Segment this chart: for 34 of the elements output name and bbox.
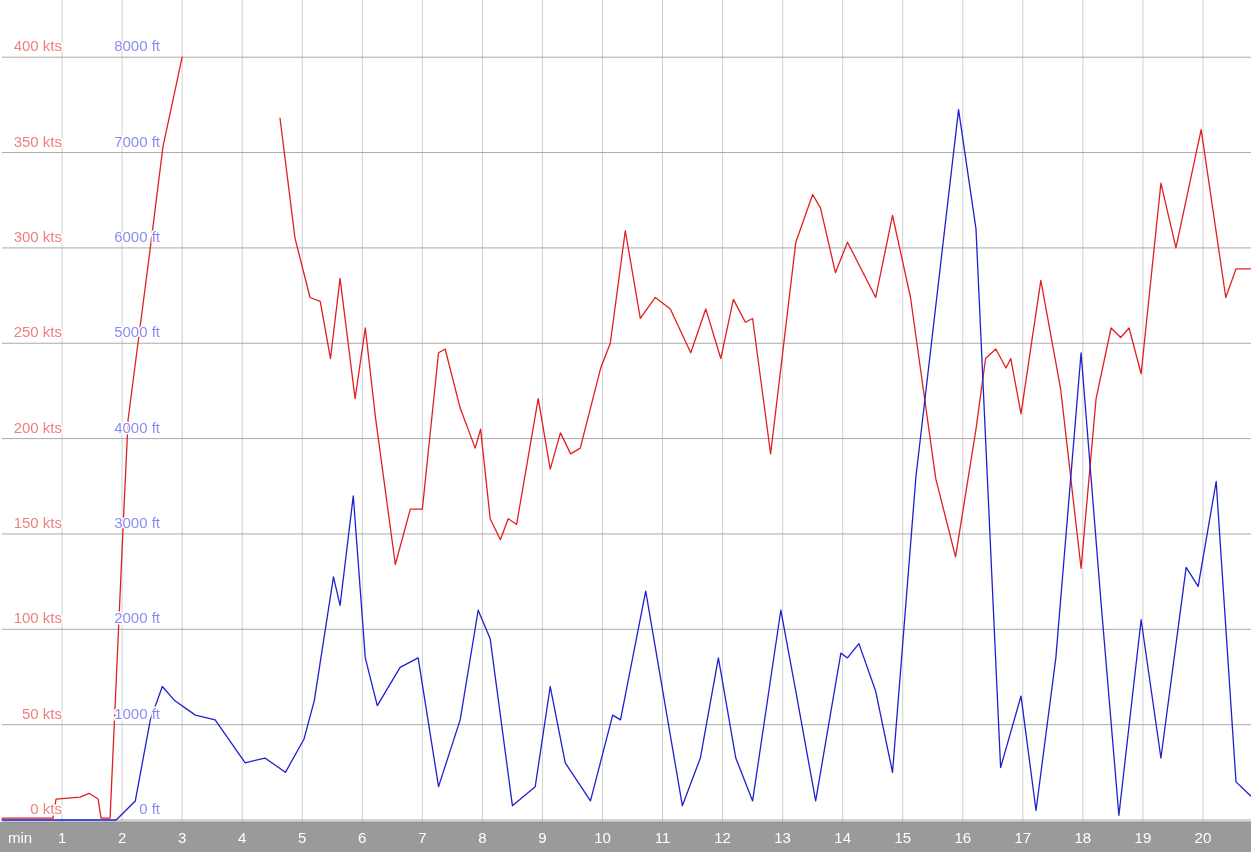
- y-tick-label: 150 kts: [13, 513, 62, 531]
- x-tick-label: 9: [538, 829, 547, 846]
- x-tick-label: 18: [1074, 829, 1092, 846]
- x-axis-title: min: [8, 829, 33, 846]
- x-tick-label: 3: [177, 829, 187, 846]
- x-tick-label: 12: [714, 829, 731, 846]
- y-tick-label: 100 kts: [13, 609, 62, 627]
- x-tick-label: 17: [1014, 829, 1032, 846]
- x-tick-label: 14: [834, 829, 852, 846]
- y2-tick-label: 6000 ft: [114, 227, 161, 245]
- x-tick-label: 2: [117, 829, 127, 846]
- x-tick-label: 1: [57, 829, 67, 846]
- x-tick-label: 4: [238, 829, 247, 846]
- y-tick-label: 50 kts: [21, 704, 62, 722]
- x-tick-label: 20: [1194, 829, 1212, 846]
- y-tick-label: 200 kts: [13, 418, 62, 436]
- x-tick-label: 16: [954, 829, 972, 846]
- y-tick-label: 350 kts: [13, 132, 62, 150]
- y2-tick-label: 1000 ft: [114, 704, 161, 722]
- x-tick-label: 8: [478, 829, 487, 846]
- y-tick-label: 400 kts: [13, 37, 62, 55]
- x-tick-label: 13: [774, 829, 791, 846]
- y2-tick-label: 8000 ft: [114, 37, 161, 55]
- x-tick-label: 10: [594, 829, 611, 846]
- x-tick-label: 7: [418, 829, 427, 846]
- x-tick-label: 6: [358, 829, 367, 846]
- y2-tick-label: 7000 ft: [114, 132, 161, 150]
- y-tick-label: 300 kts: [13, 227, 62, 245]
- x-tick-label: 5: [298, 829, 307, 846]
- x-tick-label: 15: [894, 829, 912, 846]
- x-tick-label: 11: [654, 829, 671, 846]
- y-tick-label: 250 kts: [13, 323, 62, 341]
- y2-tick-label: 0 ft: [139, 800, 161, 817]
- x-tick-label: 19: [1134, 829, 1152, 846]
